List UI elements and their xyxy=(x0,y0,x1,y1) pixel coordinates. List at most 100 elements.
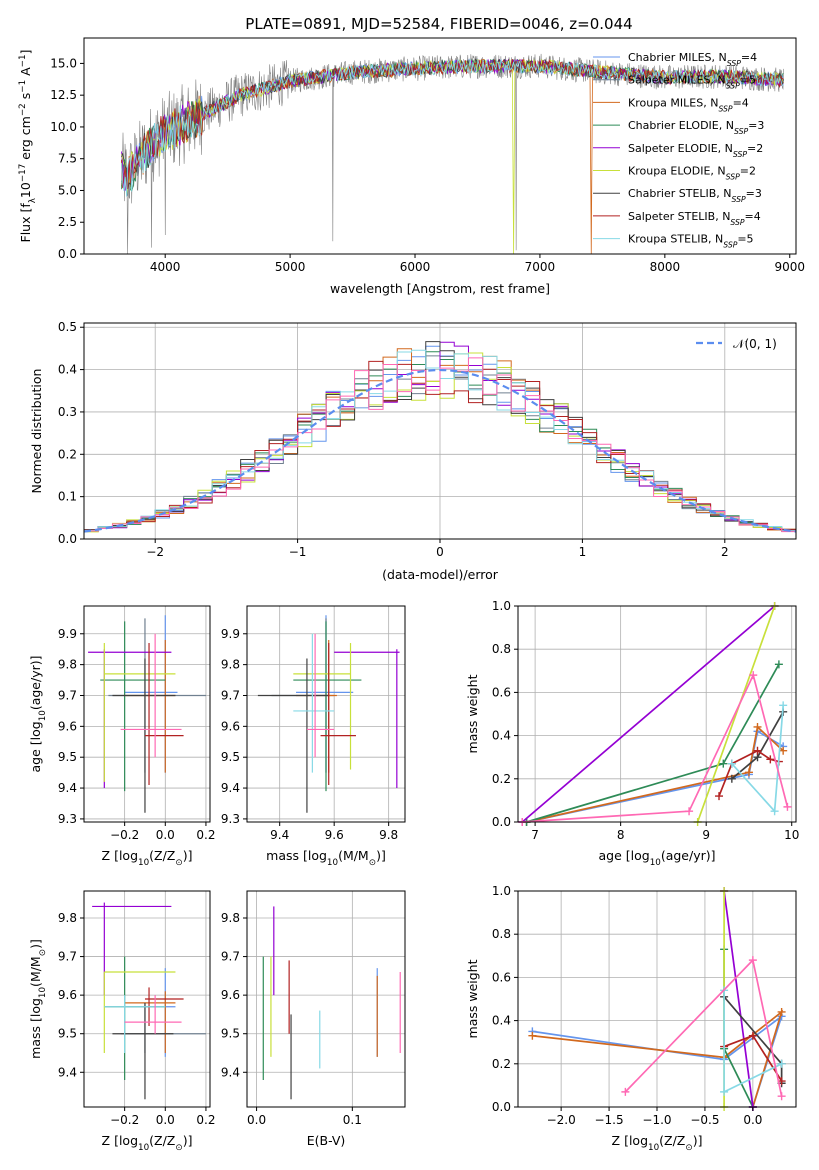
legend-label-part: Kroupa ELODIE, N xyxy=(628,165,726,178)
mass-weight-marker xyxy=(719,759,728,768)
histogram-series xyxy=(84,341,796,532)
y-tick-label: 0.0 xyxy=(58,532,77,546)
age-z-panel-xlabel-part: Z [log xyxy=(102,848,138,863)
x-tick-label: 0.2 xyxy=(196,828,215,842)
age-z-panel-ylabel-part: 10 xyxy=(38,710,48,721)
spectrum-ylabel-part: Flux [f xyxy=(18,203,33,243)
y-tick-label: 9.6 xyxy=(58,719,77,733)
legend-label: Salpeter MILES, NSSP=5 xyxy=(628,74,756,91)
mass-weight-line xyxy=(522,672,789,823)
mass-z-panel-points xyxy=(92,902,206,1100)
y-tick-label: 0.8 xyxy=(492,927,511,941)
weight-age-panel-ylabel: mass weight xyxy=(465,674,480,753)
spectrum-ylabel-part: ] xyxy=(18,50,33,55)
y-tick-label: 0.4 xyxy=(58,363,77,377)
weight-z-panel-xlabel-part: ⊙ xyxy=(685,1143,692,1153)
y-tick-label: 0.4 xyxy=(492,729,511,743)
y-tick-label: 0.1 xyxy=(58,490,77,504)
weight-age-panel-axes xyxy=(518,605,796,823)
weight-z-panel-xlabel-part: Z [log xyxy=(612,1133,648,1148)
legend-label-part: =3 xyxy=(748,119,764,132)
x-tick-label: 9.6 xyxy=(325,828,344,842)
mass-weight-marker xyxy=(749,671,758,680)
mass-z-panel-ylabel-part: (M/M xyxy=(28,956,43,987)
age-mass-panel-xlabel-part: ⊙ xyxy=(369,858,376,868)
legend-label-part: Salpeter MILES, N xyxy=(628,74,726,87)
age-mass-panel-xlabel-part: 10 xyxy=(327,858,338,868)
x-tick-label: 9.8 xyxy=(379,828,398,842)
mass-weight-marker xyxy=(753,722,762,731)
x-tick-label: −0.2 xyxy=(110,1113,139,1127)
weight-age-panel-xlabel-part: 10 xyxy=(650,858,661,868)
histogram-ylabel: Normed distribution xyxy=(29,369,44,494)
histogram-series xyxy=(84,360,796,531)
y-tick-label: 0.6 xyxy=(492,685,511,699)
legend-label-part: SSP xyxy=(726,172,740,181)
mass-weight-line xyxy=(521,605,776,823)
x-tick-label: 0.1 xyxy=(343,1113,362,1127)
mass-weight-marker xyxy=(774,660,783,669)
x-tick-label: 1 xyxy=(579,545,587,559)
weight-z-panel-xlabel-part: )] xyxy=(693,1133,703,1148)
age-z-panel-ylabel: age [log10(age/yr)] xyxy=(28,655,48,772)
y-tick-label: 1.0 xyxy=(492,884,511,898)
spectrum-ylabel-part: A xyxy=(18,67,33,80)
mass-weight-marker xyxy=(744,768,753,777)
x-tick-label: 0.0 xyxy=(247,1113,266,1127)
legend-label-part: =4 xyxy=(741,51,757,64)
legend-label-part: SSP xyxy=(718,104,732,113)
model-spectrum-line xyxy=(121,58,784,197)
weight-age-panel-frame: 7 8 9 10 0.0 0.2 0.4 0.6 0.8 1.0 xyxy=(492,599,799,842)
y-tick-label: 9.6 xyxy=(221,719,240,733)
legend-label-part: =2 xyxy=(747,142,763,155)
normal-reference-curve xyxy=(84,368,796,533)
y-tick-label: 10.0 xyxy=(50,120,77,134)
y-tick-label: 0.3 xyxy=(58,405,77,419)
legend-label-part: Salpeter ELODIE, N xyxy=(628,142,733,155)
y-tick-label: 0.0 xyxy=(492,1100,511,1114)
age-z-panel-xlabel-part: )] xyxy=(183,848,193,863)
y-tick-label: 2.5 xyxy=(58,215,77,229)
age-mass-panel-xlabel-part: mass [log xyxy=(266,848,327,863)
weight-age-panel-xlabel-part: age [log xyxy=(598,848,649,863)
mass-weight-marker xyxy=(528,1031,537,1040)
weight-z-panel-xlabel-part: 10 xyxy=(648,1143,659,1153)
mass-z-panel-ylabel-part: mass [log xyxy=(28,998,43,1059)
mass-weight-marker xyxy=(727,774,736,783)
mass-ebv-panel-border xyxy=(246,890,406,1108)
x-tick-label: −1.5 xyxy=(594,1113,623,1127)
legend-label: Chabrier MILES, NSSP=4 xyxy=(628,51,757,68)
mass-weight-marker xyxy=(770,807,779,816)
x-tick-label: 0.0 xyxy=(156,828,175,842)
x-tick-label: 0.0 xyxy=(743,1113,762,1127)
y-tick-label: 9.4 xyxy=(58,1065,77,1079)
age-mass-panel-xlabel-part: )] xyxy=(376,848,386,863)
mass-weight-line xyxy=(696,605,776,823)
legend-label: Chabrier ELODIE, NSSP=3 xyxy=(628,119,764,136)
x-tick-label: 0.0 xyxy=(156,1113,175,1127)
x-tick-label: 9000 xyxy=(774,260,805,274)
legend-label-part: =2 xyxy=(740,165,756,178)
mass-weight-marker xyxy=(715,792,724,801)
histogram-series xyxy=(84,357,796,533)
legend-label-part: =4 xyxy=(733,96,749,109)
y-tick-label: 0.6 xyxy=(492,970,511,984)
legend-label-part: SSP xyxy=(726,81,740,90)
spectrum-title: PLATE=0891, MJD=52584, FIBERID=0046, z=0… xyxy=(245,15,632,33)
legend-label-part: Chabrier ELODIE, N xyxy=(628,119,734,132)
y-tick-label: 9.3 xyxy=(221,812,240,826)
mass-z-panel-xlabel: Z [log10(Z/Z⊙)] xyxy=(102,1133,193,1153)
y-tick-label: 9.5 xyxy=(221,750,240,764)
y-tick-label: 0.8 xyxy=(492,642,511,656)
x-tick-label: 9 xyxy=(702,828,710,842)
legend-label-part: Kroupa MILES, N xyxy=(628,96,718,109)
y-tick-label: 9.8 xyxy=(221,658,240,672)
mass-z-panel-ylabel-part: )] xyxy=(28,939,43,949)
y-tick-label: 9.9 xyxy=(221,627,240,641)
legend-label-part: Salpeter STELIB, N xyxy=(628,210,730,223)
x-tick-label: −0.2 xyxy=(110,828,139,842)
mass-ebv-panel-points xyxy=(262,906,401,1100)
y-tick-label: 9.8 xyxy=(58,911,77,925)
y-tick-label: 9.9 xyxy=(58,627,77,641)
